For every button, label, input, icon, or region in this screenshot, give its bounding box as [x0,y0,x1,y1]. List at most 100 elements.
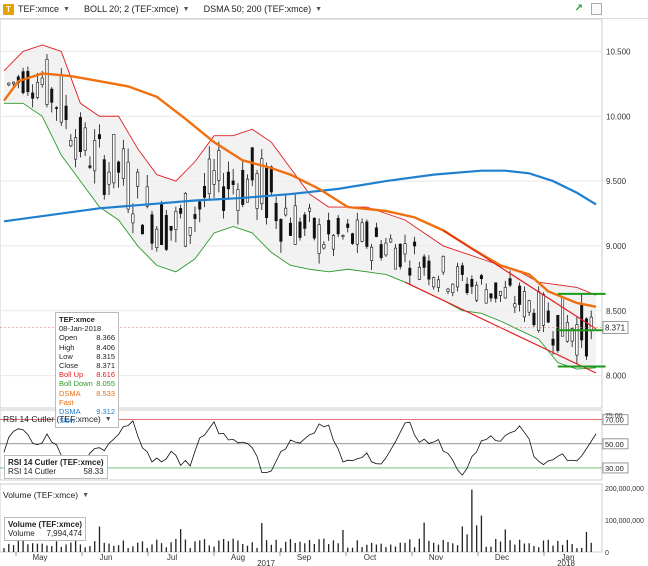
candle-body [241,169,245,205]
symbol-label: TEF:xmce [18,4,60,14]
candle-body [403,243,407,255]
candle-body [427,260,431,280]
info-row: Open 8.366 [59,333,115,342]
x-tick-label: Dec [495,553,509,562]
info-row-value: 8.366 [96,333,115,343]
boll-down-line [4,102,597,370]
dsma-label: DSMA 50; 200 (TEF:xmce) [203,4,312,14]
candle-body [78,117,82,153]
candle-body [183,192,187,247]
candle-body [298,221,302,238]
candle-body [265,167,269,218]
y-tick-label: 9.000 [606,242,627,251]
rsi-box-title: RSI 14 Cutler (TEF:xmce) [8,458,104,467]
candle-body [384,242,388,256]
candle-body [102,159,106,195]
candle-body [131,213,135,224]
trendlines [0,229,606,374]
candle-body [83,127,87,151]
candle-body [7,82,11,86]
info-row-value: 8.406 [96,342,115,352]
candle-body [436,279,440,288]
info-row-value: 8.533 [96,388,115,398]
rsi-level-tag [602,438,629,450]
candle-body [556,315,560,351]
candle-body [55,107,59,109]
candle-body [26,71,30,93]
candle-body [379,244,383,259]
x-year-label: 2017 [257,559,275,566]
volume-tick-label: 100,000,000 [605,518,644,525]
candle-body [245,178,249,203]
rsi-tick-label: 50.00 [605,440,624,449]
candle-body [226,171,230,190]
candle-body [274,202,278,222]
chevron-down-icon: ▼ [82,491,90,499]
candle-body [484,289,488,304]
candle-body [322,244,326,249]
candle-body [193,214,197,219]
info-row-label: Low [59,351,73,361]
rsi-tick-label: 30.00 [605,464,624,473]
candle-body [470,278,474,287]
candle-body [537,291,541,331]
candle-body [475,284,479,301]
y-tick-label: 8.000 [606,372,627,381]
x-tick-label: Aug [231,553,245,562]
volume-panel-selector[interactable]: Volume (TEF:xmce) ▼ [3,490,89,500]
candle-body [580,303,584,341]
candle-body [360,222,364,242]
candle-body [446,288,450,292]
rsi-tick-label: 70.00 [605,416,624,425]
candle-body [136,171,140,187]
info-row: DSMA Slow 9.312 [59,407,115,425]
candle-body [160,202,164,245]
candle-body [589,316,593,331]
candle-body [59,75,63,123]
candle-body [93,140,97,172]
candle-body [570,328,574,342]
candle-body [336,217,340,235]
x-tick-label: Nov [429,553,443,562]
x-tick-label: Jul [167,553,177,562]
candle-body [389,238,393,243]
candle-body [312,217,316,239]
candle-body [117,161,121,173]
candle-body [441,255,445,273]
candle-body [465,283,469,293]
candle-body [541,294,545,326]
info-rows: Open 8.366 High 8.406 Low 8.315 Close 8.371 Boll… [59,333,115,425]
y-tick-label: 9.500 [606,177,627,186]
candle-body [50,88,54,103]
symbol-selector[interactable]: TEF:xmce ▼ [18,4,70,14]
candle-body [21,71,25,94]
tef-app-icon[interactable]: T [3,3,14,15]
rsi-panel-selector[interactable]: RSI 14 Cutler (TEF:xmce) ▼ [3,414,112,424]
trend-arrow-icon[interactable]: ↗ [574,3,583,14]
last-price-tag [602,320,629,334]
candle-body [74,137,78,160]
candle-body [260,158,264,205]
candle-body [527,300,531,313]
dsma-indicator-selector[interactable]: DSMA 50; 200 (TEF:xmce) ▼ [204,4,322,14]
rsi-level-tag [602,414,629,426]
dsma-slow-line [3,169,597,223]
rsi-line [3,420,597,476]
candle-body [121,148,125,179]
candle-body [355,219,359,245]
candle-body [565,322,569,342]
candle-body [293,205,297,245]
candle-body [532,312,536,326]
candle-body [212,170,216,185]
boll-indicator-selector[interactable]: BOLL 20; 2 (TEF:xmce) ▼ [84,4,190,14]
candle-body [413,241,417,247]
info-title: TEF:xmce [59,315,95,324]
window-button-icon[interactable] [591,3,602,15]
candle-body [145,186,149,207]
volume-tick-label: 200,000,000 [605,486,644,493]
candle-body [169,225,173,231]
volume-box-label: Volume [8,529,35,538]
candle-body [198,201,202,210]
y-tick-label: 10.500 [606,47,631,56]
